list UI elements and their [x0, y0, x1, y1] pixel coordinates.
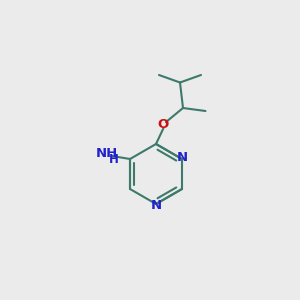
- Text: N: N: [150, 199, 162, 212]
- Text: N: N: [176, 151, 188, 164]
- Text: H: H: [109, 153, 118, 166]
- Text: NH: NH: [96, 147, 118, 160]
- Text: O: O: [158, 118, 169, 131]
